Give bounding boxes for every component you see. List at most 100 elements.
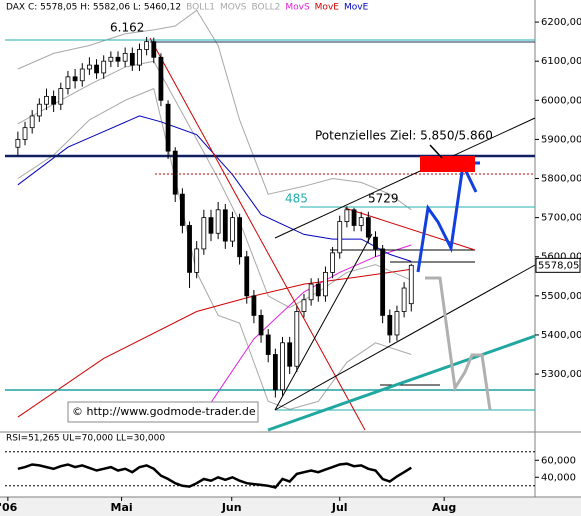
annotation: 6.162 [110, 21, 144, 35]
candle-body [22, 127, 28, 140]
trend-line [149, 37, 366, 431]
legend-entry: BOLL1 [186, 3, 215, 13]
trend-line [274, 233, 373, 411]
candle-body [380, 248, 386, 316]
y-tick-label: 60,000 [541, 455, 576, 466]
x-axis-band [0, 497, 581, 516]
candle-body [244, 256, 250, 297]
candle-body [51, 95, 57, 105]
candle-body [58, 88, 64, 105]
annotation: Potenzielles Ziel: 5.850/5.860 [315, 129, 493, 143]
candle-body [373, 236, 378, 250]
candle-body [44, 95, 49, 105]
candle-body [215, 209, 221, 234]
rsi-panel [5, 451, 535, 489]
target-pointer [429, 144, 443, 159]
candle-body [151, 41, 157, 58]
candle-body [86, 64, 92, 70]
last-price-box [535, 257, 581, 273]
candle-body [387, 315, 393, 336]
trend-line [274, 264, 536, 411]
candle-body [408, 264, 414, 305]
candle-body [365, 217, 371, 238]
candle-body [79, 68, 85, 82]
y-tick-label: 6000,00 [541, 95, 581, 106]
x-tick-label: '06 [0, 501, 18, 514]
candle-body [194, 248, 200, 273]
candle-body [72, 76, 78, 82]
candle-body [222, 209, 228, 242]
candles [15, 36, 414, 398]
candle-body [179, 193, 185, 226]
y-tick-label: 5300,00 [541, 369, 581, 380]
chart-title: DAX C: 5578,05 H: 5582,06 L: 5460,12 [6, 3, 181, 13]
candle-body [401, 287, 407, 312]
candle-body [308, 283, 314, 301]
x-tick-label: Mai [111, 501, 133, 514]
candle-body [315, 283, 321, 297]
overlay-line [17, 115, 412, 262]
legend-entry: MovE [315, 3, 340, 13]
annotation: 485 [285, 192, 308, 206]
legend-entry: MovE [344, 3, 369, 13]
candle-body [237, 217, 243, 258]
y-tick-label: 5800,00 [541, 174, 581, 185]
overlay-line [17, 60, 412, 309]
candle-body [294, 311, 300, 367]
x-tick-label: Jul [331, 501, 348, 514]
legend-entry: MOVS [220, 3, 247, 13]
legend-entry: BOLL2 [252, 3, 281, 13]
candle-body [323, 271, 328, 297]
x-tick-label: Aug [432, 501, 456, 514]
candle-body [65, 76, 71, 89]
candle-body [344, 209, 350, 222]
candle-body [337, 221, 343, 254]
candle-body [36, 103, 42, 117]
rsi-title: RSI=51,265 UL=70,000 LL=30,000 [6, 434, 165, 444]
candle-body [301, 299, 307, 312]
candle-body [172, 150, 178, 195]
candle-body [280, 342, 285, 391]
candle-body [122, 52, 128, 62]
candle-body [287, 342, 293, 367]
candle-body [187, 225, 192, 273]
trend-line [267, 334, 536, 432]
candle-body [137, 49, 142, 66]
trend-line [274, 117, 536, 239]
candle-body [165, 103, 171, 152]
target-zone [420, 156, 475, 172]
candle-body [330, 252, 335, 273]
candle-body [230, 217, 235, 242]
candle-body [144, 41, 150, 50]
candle-body [272, 354, 278, 391]
forecast-path [416, 164, 465, 273]
legend-entry: MovS [285, 3, 310, 13]
trend-line [344, 207, 476, 251]
drawings [5, 37, 536, 432]
y-tick-label: 5900,00 [541, 134, 581, 145]
x-tick-label: Jun [221, 501, 242, 514]
candle-body [108, 56, 114, 62]
candle-body [115, 56, 121, 62]
projection [425, 276, 492, 411]
source-box [67, 401, 259, 423]
y-tick-label: 5600,00 [541, 252, 581, 263]
candle-body [29, 115, 35, 129]
candle-body [158, 56, 164, 101]
y-tick-label: 6100,00 [541, 56, 581, 67]
candle-body [129, 52, 135, 66]
candle-body [394, 311, 400, 336]
candle-body [208, 217, 214, 234]
source: © http://www.godmode-trader.de [72, 405, 256, 418]
annotation: 5729 [368, 192, 399, 206]
y-tick-label: 40,000 [541, 472, 576, 483]
y-tick-label: 5500,00 [541, 291, 581, 302]
candle-body [15, 139, 21, 148]
candle-body [201, 217, 207, 250]
rsi-line [17, 462, 412, 489]
candle-body [101, 60, 107, 74]
overlay-line [17, 9, 412, 211]
candle-body [251, 295, 257, 316]
candle-body [351, 209, 357, 226]
